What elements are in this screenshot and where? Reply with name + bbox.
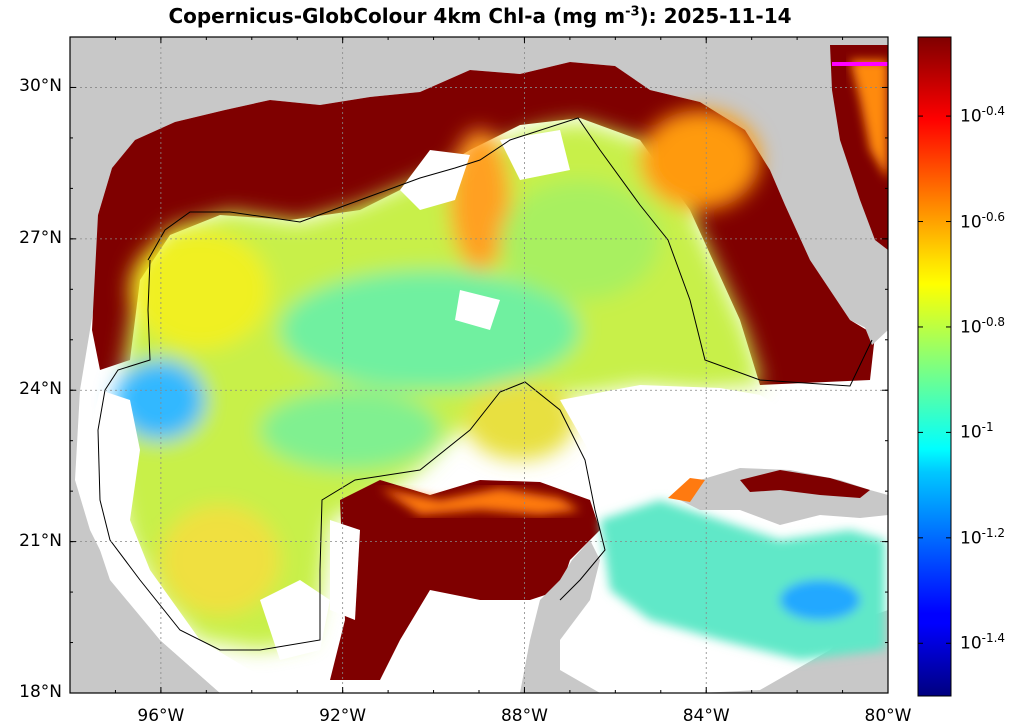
colorbar-ticks bbox=[918, 115, 951, 644]
gulf-of-mexico bbox=[75, 62, 888, 693]
yucatan-land bbox=[520, 540, 600, 693]
graticule bbox=[70, 37, 888, 693]
colorbar-tick-label: 10-1.4 bbox=[960, 631, 1006, 654]
map-title: Copernicus-GlobColour 4km Chl-a (mg m-3)… bbox=[168, 4, 792, 28]
map-area bbox=[70, 37, 888, 693]
colorbar bbox=[917, 36, 952, 697]
x-tick-label: 96°W bbox=[137, 706, 185, 726]
colorbar-tick-label: 10-0.4 bbox=[960, 104, 1006, 127]
colorbar-tick-label: 10-0.6 bbox=[960, 209, 1006, 233]
shelf-contour bbox=[97, 117, 873, 651]
colorbar-tick-label: 10-1.2 bbox=[960, 525, 1006, 549]
y-tick-label: 24°N bbox=[19, 379, 62, 400]
florida bbox=[770, 37, 888, 345]
x-tick-label: 92°W bbox=[319, 706, 367, 726]
colorbar-tick-label: 10-0.8 bbox=[960, 314, 1006, 338]
y-tick-label: 18°N bbox=[19, 682, 62, 702]
y-tick-label: 27°N bbox=[19, 227, 62, 248]
colorbar-tick-label: 10-1 bbox=[960, 420, 994, 444]
x-tick-label: 88°W bbox=[500, 706, 548, 726]
cuba bbox=[668, 468, 888, 525]
y-tick-label: 30°N bbox=[19, 76, 62, 97]
axis-ticks bbox=[69, 36, 889, 694]
x-tick-label: 80°W bbox=[864, 706, 912, 726]
x-tick-label: 84°W bbox=[682, 706, 730, 726]
y-tick-label: 21°N bbox=[19, 530, 62, 551]
